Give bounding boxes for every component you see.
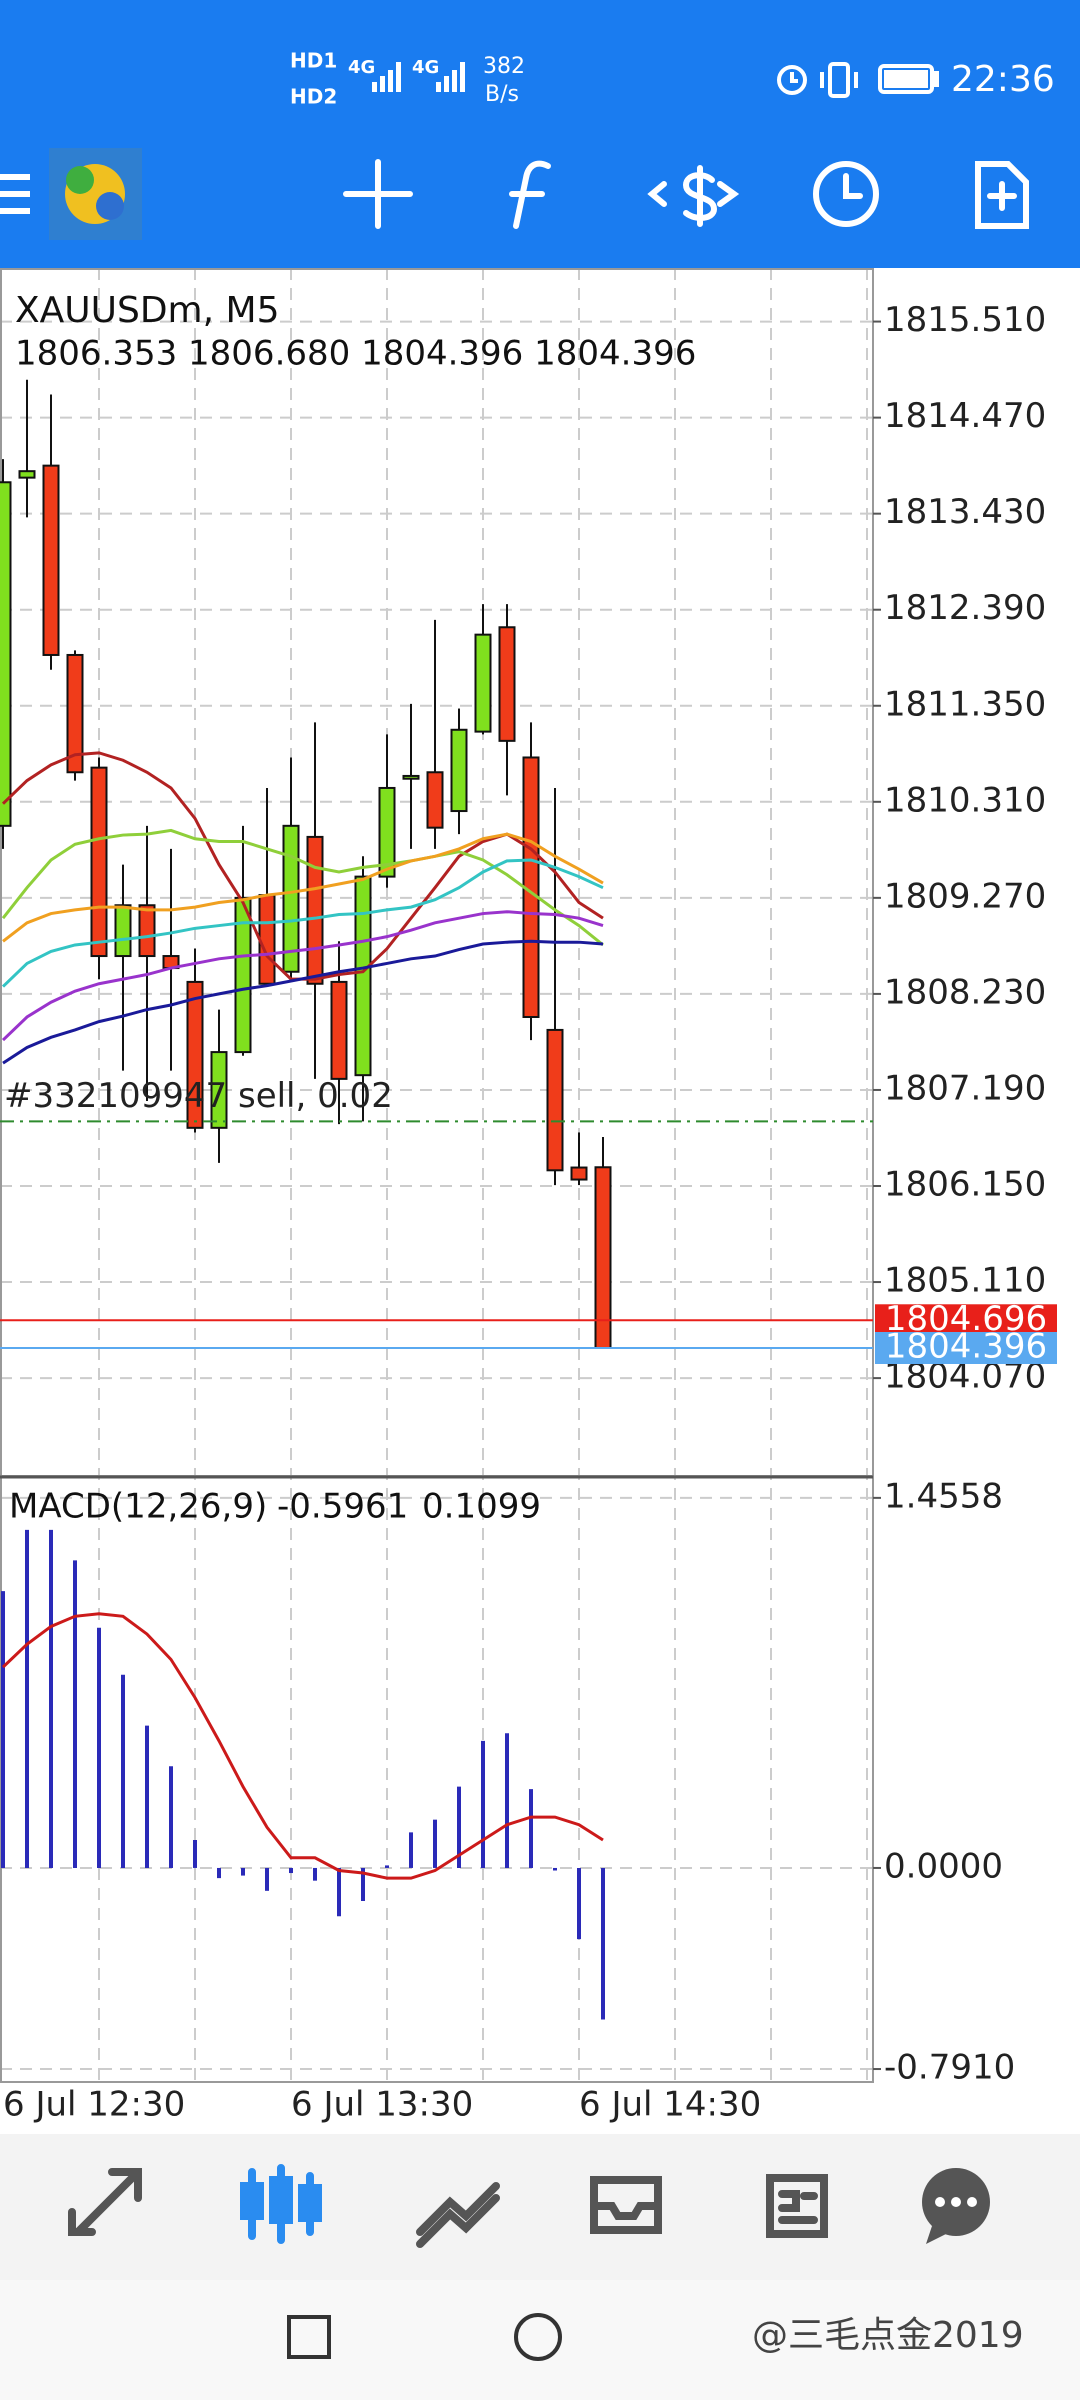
price-tag bbox=[875, 1304, 1057, 1337]
y-tick-label: 1814.470 bbox=[884, 396, 1046, 436]
macd-readout: -0.5961 bbox=[277, 1487, 408, 1527]
nav-quotes[interactable] bbox=[68, 2168, 142, 2236]
candle-body bbox=[426, 771, 444, 829]
quote-line: 1806.353 1806.680 1804.396 1804.396 bbox=[15, 334, 696, 374]
indicators-button[interactable] bbox=[509, 160, 551, 229]
candle-body bbox=[210, 1051, 228, 1129]
recents-button[interactable] bbox=[287, 2315, 331, 2359]
candle-body bbox=[546, 1028, 564, 1172]
y-tick-label: 1806.150 bbox=[884, 1165, 1046, 1205]
candle-body bbox=[354, 875, 372, 1077]
new-order-button[interactable] bbox=[975, 161, 1029, 229]
signal-readout: 0.1099 bbox=[422, 1487, 541, 1527]
y-tick-label: 1810.310 bbox=[884, 780, 1046, 820]
candle-body bbox=[570, 1166, 588, 1181]
y-tick-label: 1805.110 bbox=[884, 1261, 1046, 1301]
candle-body bbox=[0, 481, 12, 827]
y-tick-label: 1808.230 bbox=[884, 972, 1046, 1012]
y-tick-label: 1.4558 bbox=[884, 1476, 1003, 1516]
candle-body bbox=[498, 626, 516, 742]
candle-body bbox=[258, 894, 276, 985]
data-rate: 382 bbox=[483, 54, 525, 79]
moving-average bbox=[1, 910, 604, 1042]
candle-body bbox=[402, 774, 420, 780]
menu-button[interactable] bbox=[0, 174, 30, 214]
candle-body bbox=[66, 653, 84, 774]
y-tick-label: -0.7910 bbox=[884, 2048, 1015, 2088]
nav-history[interactable] bbox=[590, 2176, 662, 2234]
candle-body bbox=[138, 904, 156, 958]
candle-body bbox=[234, 896, 252, 1054]
chart-title: XAUUSDm, M5 bbox=[15, 290, 279, 331]
bottom-nav bbox=[0, 2134, 1080, 2280]
candle-body bbox=[186, 980, 204, 1129]
moving-average bbox=[1, 858, 604, 988]
nav-news[interactable] bbox=[766, 2174, 828, 2238]
price-tag bbox=[875, 1331, 1057, 1364]
candle-body bbox=[42, 464, 60, 656]
candle-body bbox=[282, 824, 300, 973]
header-bar bbox=[0, 0, 1080, 268]
system-nav bbox=[0, 2280, 1080, 2400]
y-tick-label: 1813.430 bbox=[884, 492, 1046, 532]
x-tick-label: 6 Jul 12:30 bbox=[3, 2085, 185, 2125]
battery-level bbox=[884, 70, 928, 88]
trade-button[interactable] bbox=[647, 165, 740, 227]
candle-body bbox=[450, 728, 468, 813]
y-tick-label: 0.0000 bbox=[884, 1846, 1003, 1886]
candle-body bbox=[18, 470, 36, 479]
candle-body bbox=[330, 980, 348, 1080]
x-tick-label: 6 Jul 14:30 bbox=[579, 2085, 761, 2125]
sim-2: HD2 bbox=[290, 85, 337, 109]
moving-average bbox=[2, 832, 604, 943]
candle-body bbox=[306, 835, 324, 985]
signal-icons bbox=[372, 62, 465, 92]
status-icons bbox=[777, 62, 939, 98]
y-tick-label: 1815.510 bbox=[884, 300, 1046, 340]
nav-trade[interactable] bbox=[416, 2182, 500, 2248]
candle-body bbox=[114, 904, 132, 958]
y-tick-label: 1811.350 bbox=[884, 684, 1046, 724]
y-tick-label: 1812.390 bbox=[884, 588, 1046, 628]
candle-body bbox=[378, 786, 396, 878]
y-tick-label: 1807.190 bbox=[884, 1068, 1046, 1108]
candle-body bbox=[90, 766, 108, 958]
level-label: #332109947 sell, 0.02 bbox=[4, 1076, 393, 1116]
moving-average bbox=[1, 828, 604, 947]
x-tick-label: 6 Jul 13:30 bbox=[291, 2085, 473, 2125]
app-logo[interactable] bbox=[49, 148, 142, 240]
nav-chat[interactable] bbox=[922, 2168, 990, 2244]
y-tick-label: 1809.270 bbox=[884, 876, 1046, 916]
history-button[interactable] bbox=[813, 161, 879, 227]
watermark: @三毛点金2019 bbox=[752, 2315, 1024, 2356]
home-button[interactable] bbox=[514, 2313, 562, 2361]
signal-line bbox=[1, 1612, 604, 1880]
network-1: 4G bbox=[348, 57, 375, 78]
crosshair-button[interactable] bbox=[343, 159, 413, 229]
nav-chart[interactable] bbox=[240, 2164, 322, 2244]
macd-title: MACD(12,26,9) bbox=[9, 1487, 267, 1527]
clock: 22:36 bbox=[951, 59, 1055, 100]
network-2: 4G bbox=[412, 57, 439, 78]
moving-average bbox=[2, 939, 604, 1065]
data-rate-unit: B/s bbox=[485, 82, 519, 107]
price-tag-label: 1804.396 bbox=[885, 1326, 1047, 1366]
sim-1: HD1 bbox=[290, 49, 337, 73]
candle-body bbox=[474, 633, 492, 733]
